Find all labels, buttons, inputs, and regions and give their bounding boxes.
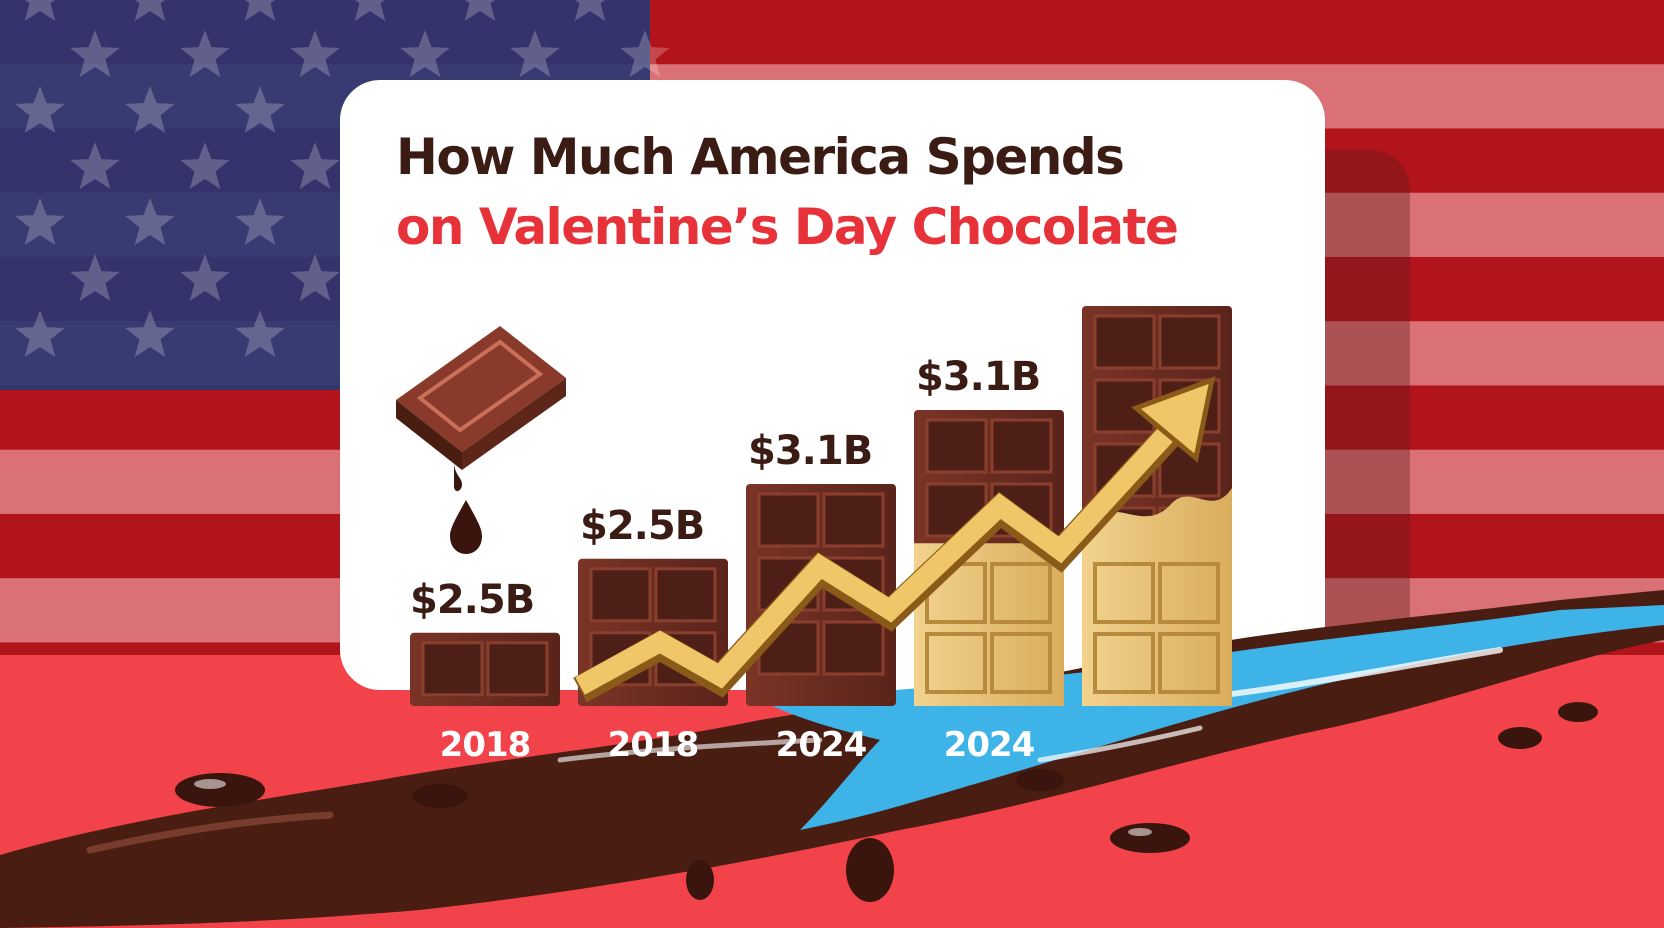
value-label-2: $2.5B: [580, 503, 704, 549]
x-tick-label-3: 2024: [776, 725, 867, 765]
x-tick-label-1: 2018: [440, 725, 531, 765]
value-label-4: $3.1B: [916, 354, 1040, 400]
bar-1: [410, 632, 560, 706]
x-tick-label-2: 2018: [608, 725, 699, 765]
chart-title-line-2: on Valentine’s Day Chocolate: [396, 198, 1179, 256]
value-label-1: $2.5B: [410, 577, 534, 623]
chart-title-line-1: How Much America Spends: [396, 128, 1125, 186]
water-stream: [760, 605, 1664, 830]
chocolate-drip-icon: [450, 462, 482, 554]
chocolate-bar-icon: [396, 326, 566, 470]
trend-arrow-icon: [573, 376, 1216, 703]
x-tick-label-4: 2024: [944, 725, 1035, 765]
value-label-3: $3.1B: [748, 428, 872, 474]
